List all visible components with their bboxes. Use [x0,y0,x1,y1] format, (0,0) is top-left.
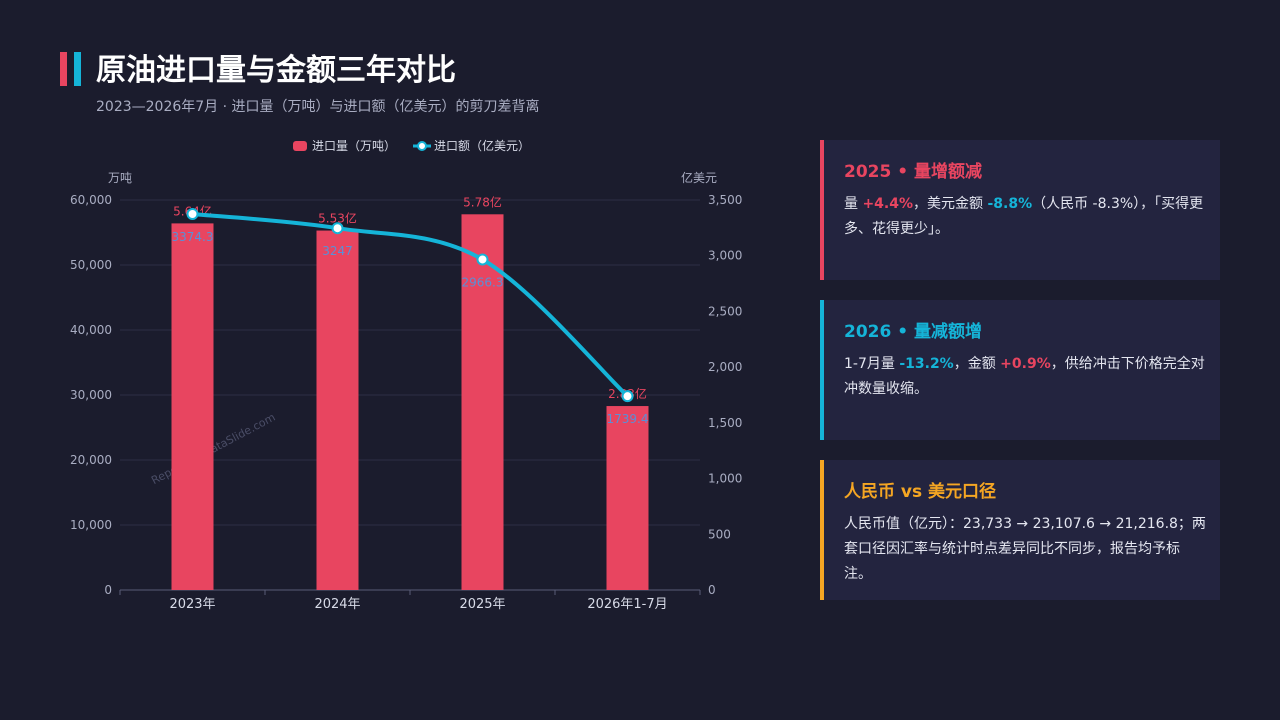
card-body: 人民币值（亿元）：23,733 → 23,107.6 → 21,216.8；两套… [844,512,1206,587]
line-point [186,208,199,221]
combo-chart: 0 10,000 20,000 30,000 40,000 50,000 60,000 0 50… [60,130,760,620]
line-data-label: 3374.3 [172,230,214,244]
line-point [621,390,634,403]
card-text: 1-7月量 [844,356,900,372]
y-right-tick-label: 1,000 [708,472,742,486]
x-tick-label: 2023年 [169,597,215,612]
y-left-tick-label: 0 [104,583,112,597]
line-data-label: 1739.4 [607,412,649,426]
card-text: ，金额 [953,356,1001,372]
x-tick-label: 2024年 [314,597,360,612]
bar [461,214,504,591]
line-data-label: 2966.3 [462,275,504,289]
card-accent-bar [820,140,824,280]
bar-data-label: 5.53亿 [318,211,357,226]
card-accent-bar [820,300,824,440]
card-text: （人民币 -8.3%），「买得更多、花得更少」。 [844,196,1204,237]
title-accent-cyan [74,52,81,86]
y-right-tick-label: 3,000 [708,249,742,263]
y-left-tick-label: 50,000 [70,258,112,272]
line-series-amount [192,212,629,398]
legend-swatch-volume [293,141,307,151]
card-text: 人民币值（亿元）：23,733 → 23,107.6 → 21,216.8；两套… [844,516,1206,582]
y-left-tick-label: 20,000 [70,453,112,467]
line-point [476,253,489,266]
y-left-tick-label: 30,000 [70,388,112,402]
legend-label-amount: 进口额（亿美元） [434,138,530,153]
y-right-tick-label: 2,500 [708,304,742,318]
line-data-label: 3247 [322,244,353,258]
card-body: 1-7月量 -13.2%，金额 +0.9%，供给冲击下价格完全对冲数量收缩。 [844,352,1206,402]
y-right-unit: 亿美元 [681,170,717,185]
card-highlight-value: +0.9% [1000,356,1051,372]
card-title: 人民币 vs 美元口径 [844,482,997,502]
y-right-tick-label: 0 [708,583,716,597]
card-text: ，美元金额 [913,196,988,212]
legend-swatch-amount-dot [417,141,427,151]
y-right-tick-label: 500 [708,527,731,541]
card-highlight-value: -8.8% [987,196,1033,212]
y-left-tick-label: 60,000 [70,193,112,207]
bar-data-label: 5.78亿 [463,194,502,209]
card-body: 量 +4.4%，美元金额 -8.8%（人民币 -8.3%），「买得更多、花得更少… [844,192,1206,242]
card-title: 2026 • 量减额增 [844,322,983,342]
bar [171,223,214,590]
insight-card: 人民币 vs 美元口径人民币值（亿元）：23,733 → 23,107.6 → … [820,460,1220,600]
insight-card: 2025 • 量增额减量 +4.4%，美元金额 -8.8%（人民币 -8.3%）… [820,140,1220,280]
x-tick-label: 2026年1-7月 [587,597,667,612]
y-right-tick-label: 1,500 [708,416,742,430]
title-accent-red [60,52,67,86]
card-highlight-value: +4.4% [862,196,914,212]
card-accent-bar [820,460,824,600]
line-point [331,222,344,235]
insight-card: 2026 • 量减额增 1-7月量 -13.2%，金额 +0.9%，供给冲击下价格… [820,300,1220,440]
x-tick-label: 2025年 [459,597,505,612]
y-left-tick-label: 40,000 [70,323,112,337]
y-right-tick-label: 2,000 [708,360,742,374]
y-left-tick-label: 10,000 [70,518,112,532]
y-left-unit: 万吨 [108,171,132,185]
card-text: ，供给冲击下价格完全对冲数量收缩。 [844,356,1205,397]
card-text: 量 [844,196,863,212]
bar [316,230,359,591]
page-subtitle: 2023—2026年7月 · 进口量（万吨）与进口额（亿美元）的剪刀差背离 [96,99,540,115]
bar [606,406,649,590]
card-highlight-value: -13.2% [899,356,954,372]
page-title: 原油进口量与金额三年对比 [96,53,456,88]
legend-label-volume: 进口量（万吨） [312,139,396,153]
card-title: 2025 • 量增额减 [844,162,983,182]
y-right-tick-label: 3,500 [708,193,742,207]
chart-svg: 0 10,000 20,000 30,000 40,000 50,000 60,000 0 50… [70,138,742,612]
